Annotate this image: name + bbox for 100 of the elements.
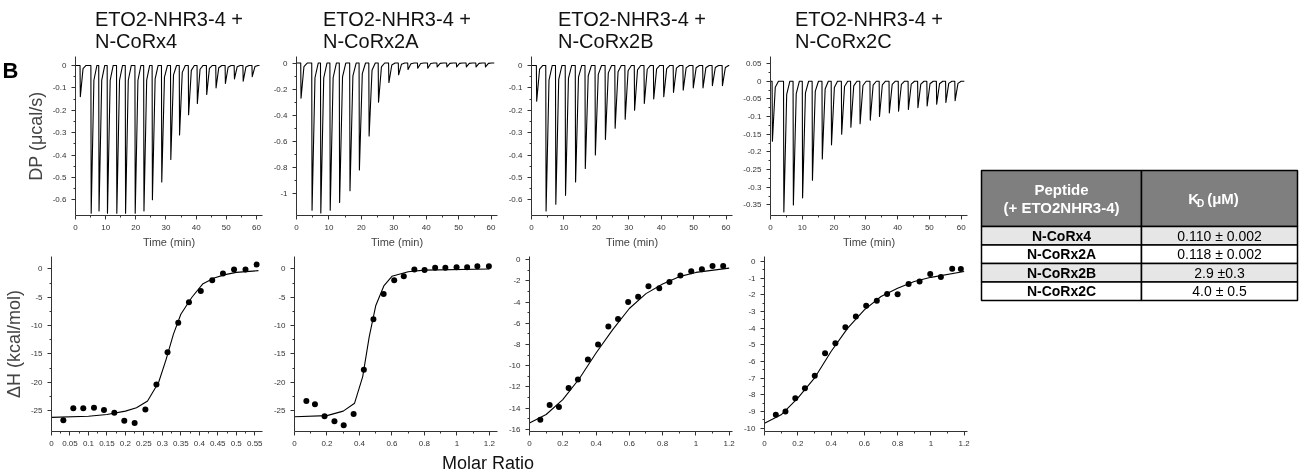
y-tick-label: -20 [273,377,287,387]
point [842,324,849,331]
y-tick-label: 0 [751,257,757,266]
y-tick-label: -0.2 [747,147,763,157]
point [70,405,77,412]
point [197,288,204,295]
point [442,264,449,271]
y-tick-label: 0 [283,58,289,68]
y-tick-label: -5 [35,292,44,302]
chart-title: ETO2-NHR3-4 + N-CoRx4 [95,7,244,52]
x-tick-label: 40 [893,222,903,232]
y-tick-label: -0.2 [508,105,524,115]
y-tick-label: 0 [757,76,763,86]
x-tick-label: 0.6 [858,438,871,448]
y-tick-label: 0 [516,255,522,265]
y-tick-label: -10 [508,361,522,371]
y-tick-label: -0.5 [508,172,524,182]
point [321,413,328,420]
x-tick-label: 20 [829,222,840,232]
x-tick-label: 0.8 [418,438,431,448]
x-axis-title: Time (min) [842,235,896,248]
y-tick-label: -6 [513,318,522,328]
x-tick-label: 1.2 [958,438,971,448]
point [615,316,622,323]
point [937,274,944,280]
point [916,278,923,285]
y-tick-label: -0.4 [52,150,68,160]
x-tick-label: 20 [591,222,602,232]
y-tick-label: -2 [748,290,757,300]
x-tick-label: 10 [797,222,808,232]
y-tick-label: -10 [743,423,757,433]
x-tick-label: 0.6 [623,438,636,448]
point [153,381,160,388]
point [537,416,544,423]
point [370,316,377,323]
point [231,266,238,273]
y-tick-label: -0.15 [743,129,763,139]
x-tick-label: 60 [252,222,262,232]
point [801,385,808,392]
x-tick-label: 30 [624,222,634,232]
x-tick-label: 0 [294,222,300,232]
point [242,266,249,273]
y-tick-label: -0.35 [743,200,763,210]
y-tick-label: 0 [518,60,524,70]
x-tick-label: 0.1 [82,438,95,448]
y-tick-label: -15 [30,349,44,359]
point [852,313,859,320]
y-tick-label: -20 [30,377,44,387]
x-tick-label: 0.15 [99,438,116,448]
y-axis-title: DP (μcal/s) [25,91,46,181]
point [772,411,779,418]
x-tick-label: 0.4 [825,438,838,448]
line-series [529,267,730,424]
point [584,356,591,363]
point [605,323,612,330]
point [949,265,956,272]
x-tick-label: 1 [693,438,699,448]
x-tick-label: 0 [527,438,533,448]
point [782,408,789,415]
point [905,281,912,287]
x-tick-label: 30 [161,222,171,232]
y-tick-label: -0.4 [508,150,524,160]
point [432,264,439,271]
x-tick-label: 1.2 [723,438,736,448]
x-tick-label: 0.8 [892,438,904,448]
point [565,385,572,392]
x-axis-title: Molar Ratio [441,452,535,473]
y-tick-label: 0 [62,60,68,70]
x-tick-label: 0.55 [246,438,264,448]
point [677,272,684,279]
x-tick-label: 40 [191,222,202,232]
x-tick-label: 40 [656,222,667,232]
point [331,418,338,425]
x-tick-label: 1 [928,438,934,448]
point [185,299,192,306]
line-series [531,64,730,212]
point [720,263,727,270]
point [957,266,964,272]
y-tick-label: -0.3 [747,182,763,192]
point [164,349,171,356]
point [666,278,673,285]
point [80,405,87,412]
x-tick-label: 40 [421,222,432,232]
x-tick-label: 0 [529,222,535,232]
point [635,293,642,300]
x-tick-label: 50 [454,222,464,232]
x-tick-label: 0.4 [590,438,603,448]
text: N-CoRx2C [1026,283,1097,300]
point [656,285,663,292]
x-axis-title: Time (min) [605,235,659,248]
point [595,341,602,348]
point [421,267,428,274]
y-tick-label: -0.05 [743,94,763,104]
point [253,261,260,268]
y-tick-label: 0.05 [745,59,763,69]
point [688,268,695,275]
chart-title: ETO2-NHR3-4 + N-CoRx2B [558,7,707,52]
y-tick-label: -10 [273,321,287,331]
y-tick-label: -2 [513,276,522,286]
point [121,417,128,424]
